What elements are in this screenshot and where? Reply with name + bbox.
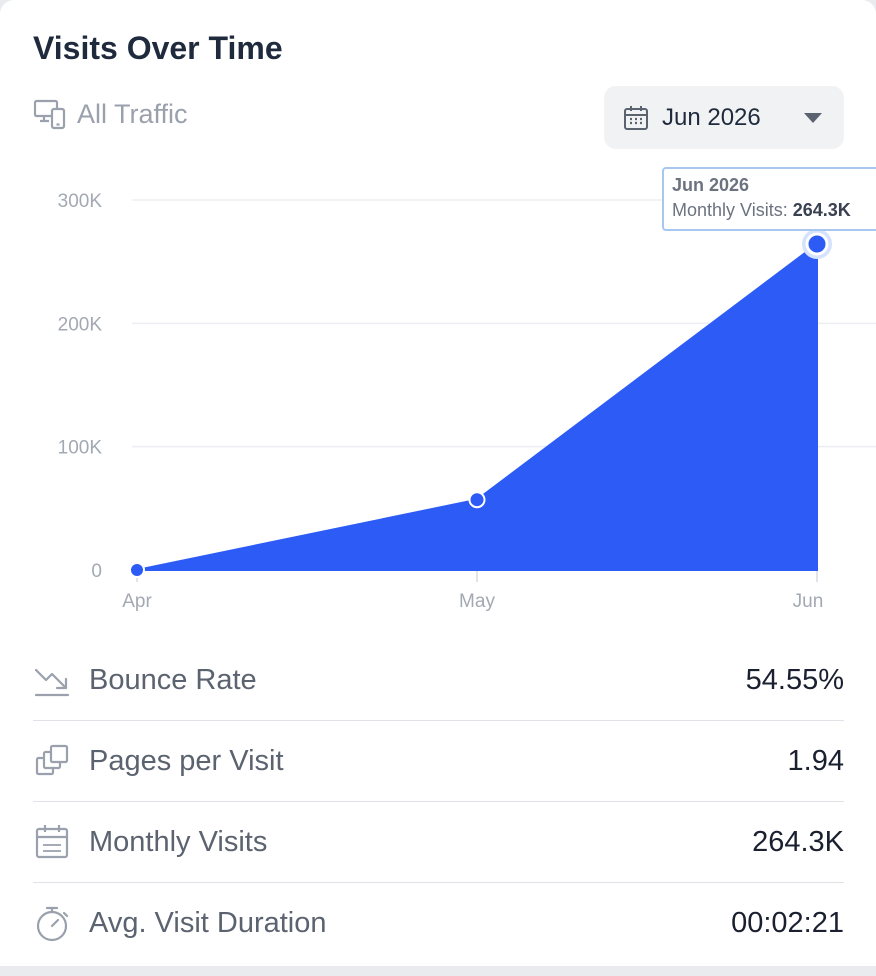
y-tick-label: 200K (58, 314, 103, 335)
y-tick-label: 0 (91, 561, 102, 582)
y-tick-label: 100K (58, 438, 103, 459)
data-point (129, 562, 145, 578)
x-tick-label: Jun (793, 591, 824, 612)
metric-value: 00:02:21 (731, 907, 844, 939)
metric-row-pages-per-visit: Pages per Visit 1.94 (33, 721, 844, 802)
metric-value: 54.55% (745, 663, 844, 696)
data-point (805, 232, 829, 256)
tooltip-label: Monthly Visits: (672, 200, 793, 220)
metric-row-bounce-rate: Bounce Rate 54.55% (33, 640, 844, 721)
metric-value: 1.94 (787, 744, 844, 777)
card-title: Visits Over Time (33, 30, 283, 66)
traffic-filter[interactable]: All Traffic (33, 97, 188, 131)
metrics-list: Bounce Rate 54.55% Pages per Visit 1.94 … (33, 640, 844, 964)
x-tick-label: Apr (122, 591, 152, 612)
metric-row-monthly-visits: Monthly Visits 264.3K (33, 802, 844, 883)
tooltip-value: 264.3K (792, 200, 851, 220)
y-tick-label: 300K (58, 191, 103, 212)
metric-value: 264.3K (752, 825, 844, 858)
calendar-icon (624, 105, 648, 130)
date-select-value: Jun 2026 (662, 103, 761, 131)
metric-label: Monthly Visits (89, 825, 268, 858)
tooltip-title: Jun 2026 (672, 175, 750, 195)
chart-tooltip: Jun 2026 Monthly Visits: 264.3K (662, 167, 876, 231)
date-select[interactable]: Jun 2026 (604, 86, 844, 149)
calendar-icon (35, 825, 69, 859)
stopwatch-icon (36, 906, 69, 941)
pages-icon (35, 744, 69, 776)
visits-chart: 0 100K 200K 300K Apr May Jun (58, 191, 876, 612)
traffic-label: All Traffic (77, 98, 188, 129)
data-point (468, 491, 486, 509)
devices-icon (33, 99, 66, 130)
chevron-down-icon (804, 112, 822, 123)
metric-label: Avg. Visit Duration (89, 907, 327, 939)
metric-label: Bounce Rate (89, 663, 257, 696)
x-tick-label: May (459, 591, 495, 612)
trend-down-icon (34, 668, 70, 697)
series-area (136, 242, 818, 571)
metric-row-avg-visit-duration: Avg. Visit Duration 00:02:21 (33, 883, 844, 964)
metric-label: Pages per Visit (89, 744, 284, 777)
